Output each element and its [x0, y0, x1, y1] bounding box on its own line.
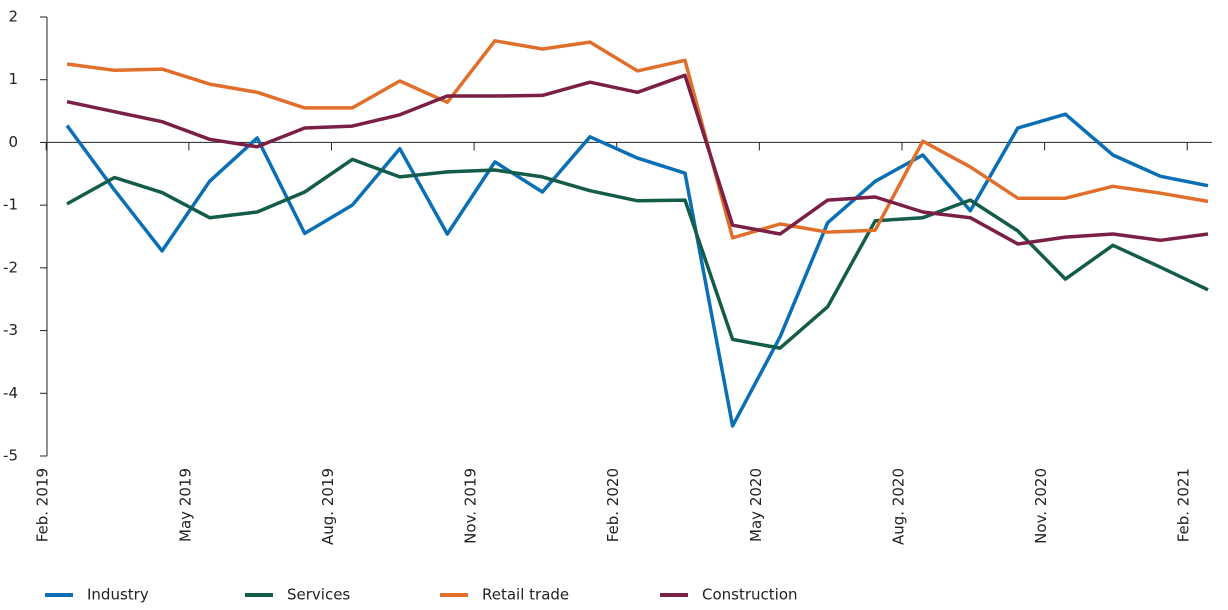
y-tick-label: -1: [3, 196, 18, 214]
legend-label: Industry: [87, 586, 149, 604]
y-tick-label: -2: [3, 258, 18, 276]
series-line: [66, 157, 1209, 350]
x-tick-label: Nov. 2020: [1032, 468, 1050, 544]
legend-label: Retail trade: [482, 586, 569, 604]
y-tick-label: -5: [3, 447, 18, 465]
x-tick-label: Nov. 2019: [462, 468, 480, 544]
series-line: [66, 73, 1209, 246]
series-line: [66, 39, 1209, 240]
y-tick-label: -3: [3, 321, 18, 339]
y-tick-label: 1: [8, 70, 18, 88]
y-tick-label: 0: [8, 133, 18, 151]
legend-label: Construction: [702, 586, 798, 604]
y-tick-label: 2: [8, 8, 18, 26]
series-line: [65, 112, 1209, 428]
x-tick-label: Feb. 2021: [1175, 468, 1193, 542]
x-tick-label: May 2020: [747, 468, 765, 542]
y-tick-label: -4: [3, 384, 18, 402]
x-tick-label: Aug. 2020: [889, 468, 907, 545]
x-tick-label: Feb. 2020: [604, 468, 622, 542]
x-tick-label: May 2019: [176, 468, 194, 542]
legend-label: Services: [287, 586, 350, 604]
x-tick-label: Aug. 2019: [319, 468, 337, 545]
x-tick-label: Feb. 2019: [34, 468, 52, 542]
